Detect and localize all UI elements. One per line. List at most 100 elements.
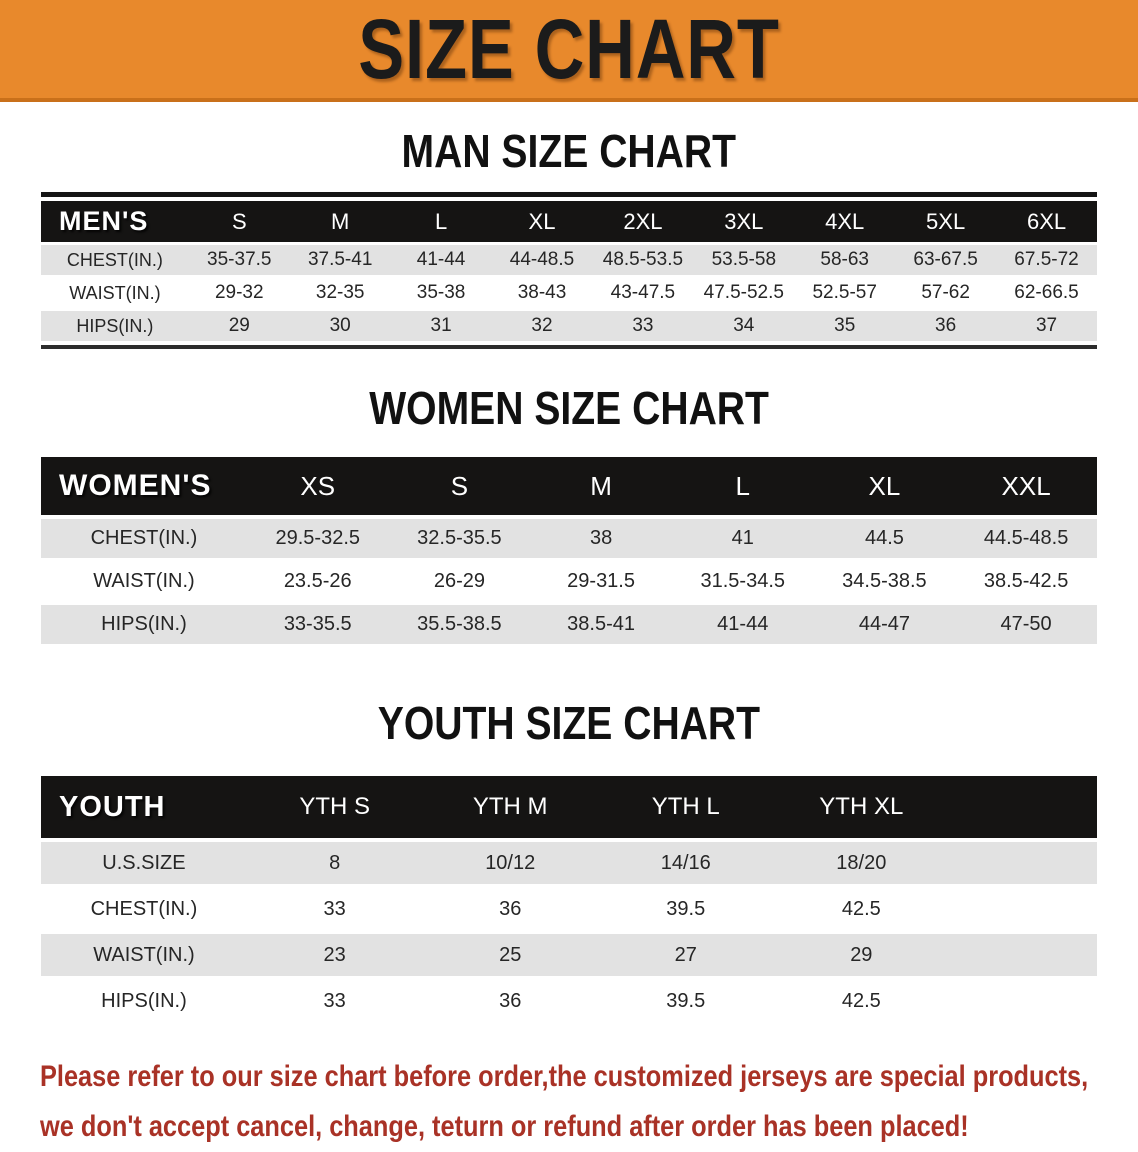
size-column-header: XXL: [1001, 470, 1051, 501]
size-value: 57-62: [921, 282, 970, 303]
size-value: 33: [323, 897, 346, 920]
row-label: CHEST(IN.): [90, 897, 198, 920]
row-label: HIPS(IN.): [101, 613, 187, 635]
size-value: 32: [531, 315, 553, 336]
size-column-header: 6XL: [1026, 208, 1067, 234]
women-size-table: WOMEN'S XS S M L XL XXL CHEST(IN.) 29.5-32.5 32.5…: [41, 457, 1097, 644]
size-value: 25: [499, 943, 522, 966]
size-value: 37.5-41: [307, 249, 373, 270]
row-label: HIPS(IN.): [101, 989, 187, 1012]
row-label: WAIST(IN.): [93, 570, 195, 592]
size-value: 23.5-26: [283, 570, 352, 592]
youth-size-table: YOUTH YTH S YTH M YTH L YTH XL U.S.SIZE 8 10/12…: [41, 776, 1097, 1022]
man-size-chart-title: MAN SIZE CHART: [401, 125, 737, 177]
size-column-header: YTH L: [651, 793, 720, 820]
size-value: 63-67.5: [913, 249, 978, 270]
size-value: 38.5-42.5: [983, 570, 1069, 592]
size-column-header: 2XL: [623, 208, 663, 234]
size-column-header: XL: [868, 470, 901, 501]
size-value: 35.5-38.5: [417, 613, 502, 635]
row-label: WAIST(IN.): [69, 282, 161, 303]
size-value: 31: [430, 315, 452, 336]
size-value: 23: [323, 943, 346, 966]
size-value: 36: [935, 315, 957, 336]
table-row: HIPS(IN.) 33 36 39.5 42.5: [41, 980, 1097, 1022]
size-value: 44-48.5: [509, 249, 575, 270]
size-value: 29: [850, 943, 873, 966]
size-value: 29-32: [214, 282, 264, 303]
row-label: CHEST(IN.): [90, 527, 198, 549]
size-column-header: XS: [300, 470, 336, 501]
table-row: WAIST(IN.) 29-32 32-35 35-38 38-43 43-47.5 47.…: [41, 278, 1097, 308]
size-value: 32-35: [315, 282, 365, 303]
size-value: 44.5-48.5: [983, 527, 1069, 549]
table-row: WAIST(IN.) 23 25 27 29: [41, 934, 1097, 976]
banner-title: SIZE CHART: [358, 2, 780, 96]
table-row: CHEST(IN.) 35-37.5 37.5-41 41-44 44-48.5 48.5…: [41, 245, 1097, 275]
size-value: 35-37.5: [207, 249, 272, 270]
size-value: 35: [834, 315, 856, 336]
table-name-label: YOUTH: [59, 790, 166, 823]
size-value: 33: [632, 315, 654, 336]
size-column-header: L: [735, 470, 750, 501]
row-label: HIPS(IN.): [76, 315, 154, 336]
size-column-header: YTH S: [299, 793, 371, 820]
size-value: 47.5-52.5: [703, 282, 784, 303]
size-value: 29.5-32.5: [275, 527, 360, 549]
size-value: 8: [329, 851, 341, 874]
size-column-header: YTH XL: [819, 793, 904, 820]
table-header-row: WOMEN'S XS S M L XL XXL: [41, 457, 1097, 515]
size-column-header: 4XL: [825, 208, 865, 234]
size-column-header: S: [450, 470, 469, 501]
size-value: 38.5-41: [567, 613, 635, 635]
size-value: 33: [323, 989, 346, 1012]
size-value: 43-47.5: [610, 282, 676, 303]
size-column-header: 3XL: [724, 208, 764, 234]
men-size-table: MEN'S S M L XL 2XL 3XL 4XL 5XL 6XL CHEST(IN.) 35-37…: [41, 201, 1097, 341]
women-size-chart-title: WOMEN SIZE CHART: [369, 382, 769, 434]
row-label: U.S.SIZE: [102, 851, 186, 874]
size-column-header: M: [590, 470, 612, 501]
size-value: 44-47: [858, 613, 910, 635]
size-value: 47-50: [1000, 613, 1052, 635]
size-value: 36: [499, 989, 522, 1012]
size-value: 38-43: [517, 282, 567, 303]
size-value: 41-44: [416, 249, 466, 270]
table-header-row: MEN'S S M L XL 2XL 3XL 4XL 5XL 6XL: [41, 201, 1097, 242]
size-value: 44.5: [864, 527, 904, 549]
table-header-row: YOUTH YTH S YTH M YTH L YTH XL: [41, 776, 1097, 838]
size-value: 58-63: [820, 249, 870, 270]
size-value: 42.5: [841, 989, 881, 1012]
size-value: 32.5-35.5: [417, 527, 502, 549]
size-value: 67.5-72: [1014, 249, 1079, 270]
size-column-header: YTH M: [472, 793, 548, 820]
row-label: CHEST(IN.): [66, 249, 163, 270]
table-row: CHEST(IN.) 33 36 39.5 42.5: [41, 888, 1097, 930]
table-row: HIPS(IN.) 33-35.5 35.5-38.5 38.5-41 41-44 44-…: [41, 605, 1097, 644]
size-value: 39.5: [666, 989, 706, 1012]
order-policy-note: Please refer to our size chart before or…: [40, 1052, 1138, 1152]
table-name-label: WOMEN'S: [59, 469, 212, 502]
size-value: 31.5-34.5: [700, 570, 786, 592]
row-label: WAIST(IN.): [93, 943, 195, 966]
size-value: 18/20: [836, 851, 887, 874]
men-table-frame: MEN'S S M L XL 2XL 3XL 4XL 5XL 6XL CHEST(IN.) 35-37…: [41, 192, 1097, 349]
size-value: 52.5-57: [812, 282, 877, 303]
table-row: U.S.SIZE 8 10/12 14/16 18/20: [41, 842, 1097, 884]
size-value: 36: [499, 897, 522, 920]
size-value: 29: [228, 315, 250, 336]
size-value: 42.5: [841, 897, 881, 920]
size-value: 26-29: [433, 570, 485, 592]
size-value: 48.5-53.5: [602, 249, 684, 270]
size-value: 34: [733, 315, 755, 336]
size-value: 62-66.5: [1014, 282, 1079, 303]
table-name-label: MEN'S: [59, 206, 149, 236]
table-row: WAIST(IN.) 23.5-26 26-29 29-31.5 31.5-34.5 34…: [41, 562, 1097, 601]
youth-size-chart-title: YOUTH SIZE CHART: [377, 697, 761, 749]
size-value: 41: [731, 527, 754, 549]
size-value: 35-38: [416, 282, 466, 303]
table-row: CHEST(IN.) 29.5-32.5 32.5-35.5 38 41 44.5 44.5…: [41, 519, 1097, 558]
size-value: 38: [589, 527, 613, 549]
table-row: HIPS(IN.) 29 30 31 32 33 34 35 36 37: [41, 311, 1097, 341]
size-value: 27: [674, 943, 697, 966]
